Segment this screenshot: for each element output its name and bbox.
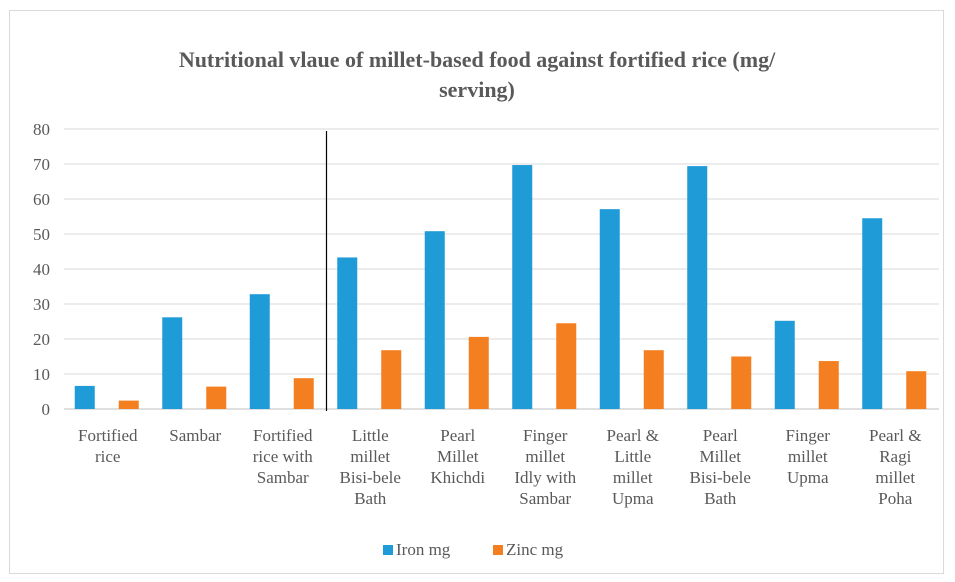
bar-iron-mg	[162, 317, 183, 409]
x-axis-category-labels: Fortified rice Sambar Fortified rice with Sam…	[78, 426, 921, 508]
x-category-label: Fortified rice	[78, 426, 138, 466]
bar-zinc-mg	[468, 336, 489, 409]
y-axis-tick-labels: 0 10 20 30 40 50 60 70 80	[33, 120, 50, 419]
x-category-label: Finger millet Upma	[786, 426, 831, 487]
y-tick-label: 10	[33, 365, 50, 384]
x-category-label: Pearl & Ragi millet Poha	[869, 426, 921, 508]
x-category-label: Pearl & Little millet Upma	[607, 426, 659, 508]
x-category-label: Pearl Millet Khichdi	[430, 426, 485, 487]
bar-iron-mg	[337, 257, 358, 409]
bar-zinc-mg	[906, 371, 927, 409]
legend: Iron mg Zinc mg	[383, 540, 564, 559]
chart-frame: Nutritional vlaue of millet-based food a…	[9, 10, 944, 574]
bar-zinc-mg	[293, 378, 314, 409]
bar-zinc-mg	[206, 386, 227, 409]
bar-chart: Nutritional vlaue of millet-based food a…	[33, 47, 939, 559]
chart-title-line: serving)	[439, 77, 515, 102]
bar-iron-mg	[512, 165, 533, 409]
y-tick-label: 30	[33, 295, 50, 314]
chart-title: Nutritional vlaue of millet-based food a…	[179, 47, 776, 102]
y-tick-label: 60	[33, 190, 50, 209]
chart-title-line: Nutritional vlaue of millet-based food a…	[179, 47, 776, 72]
legend-label: Iron mg	[396, 540, 451, 559]
legend-swatch	[383, 545, 393, 555]
bar-iron-mg	[599, 209, 620, 409]
bar-zinc-mg	[818, 361, 839, 409]
legend-swatch	[493, 545, 503, 555]
gridlines	[64, 128, 939, 410]
bars	[74, 165, 927, 409]
x-category-label: Pearl Millet Bisi-bele Bath	[690, 426, 751, 508]
y-tick-label: 20	[33, 330, 50, 349]
bar-iron-mg	[687, 166, 708, 409]
bar-iron-mg	[862, 218, 883, 409]
bar-iron-mg	[774, 320, 795, 409]
bar-zinc-mg	[381, 350, 402, 409]
bar-zinc-mg	[118, 400, 139, 409]
legend-label: Zinc mg	[506, 540, 564, 559]
y-tick-label: 80	[33, 120, 50, 139]
x-category-label: Sambar	[169, 426, 221, 445]
y-tick-label: 0	[42, 400, 51, 419]
x-category-label: Little millet Bisi-bele Bath	[340, 426, 401, 508]
y-tick-label: 40	[33, 260, 50, 279]
bar-iron-mg	[249, 294, 270, 409]
bar-zinc-mg	[731, 356, 752, 409]
bar-iron-mg	[74, 385, 95, 409]
bar-iron-mg	[424, 231, 445, 409]
y-tick-label: 70	[33, 155, 50, 174]
bar-zinc-mg	[556, 323, 577, 409]
bar-zinc-mg	[643, 350, 664, 409]
y-tick-label: 50	[33, 225, 50, 244]
x-category-label: Fortified rice with Sambar	[253, 426, 313, 487]
x-category-label: Finger millet Idly with Sambar	[514, 426, 576, 508]
